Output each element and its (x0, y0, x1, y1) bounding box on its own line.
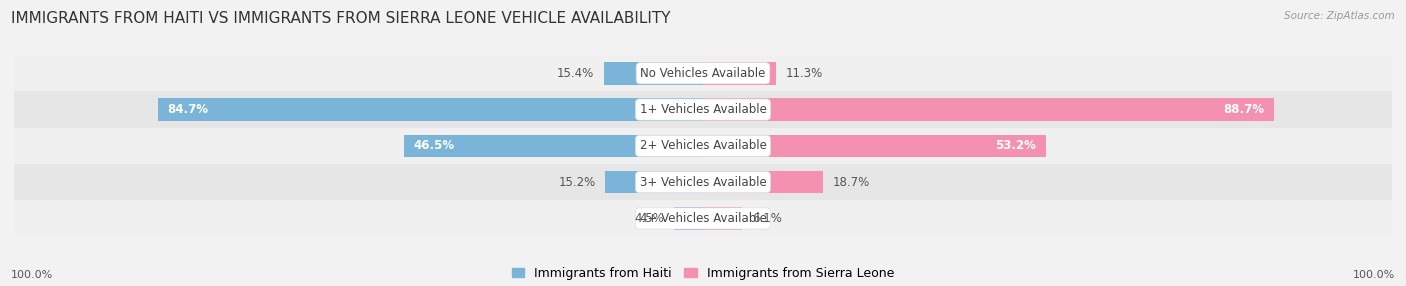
Bar (703, 207, 742, 230)
Bar (605, 171, 703, 193)
Bar (14, 164, 1392, 200)
Text: 88.7%: 88.7% (1223, 103, 1264, 116)
Bar (703, 62, 776, 85)
Text: IMMIGRANTS FROM HAITI VS IMMIGRANTS FROM SIERRA LEONE VEHICLE AVAILABILITY: IMMIGRANTS FROM HAITI VS IMMIGRANTS FROM… (11, 11, 671, 26)
Bar (157, 98, 703, 121)
Bar (14, 128, 1392, 164)
Text: 1+ Vehicles Available: 1+ Vehicles Available (640, 103, 766, 116)
Bar (14, 55, 1392, 92)
Text: 15.2%: 15.2% (558, 176, 596, 189)
Text: Source: ZipAtlas.com: Source: ZipAtlas.com (1284, 11, 1395, 21)
Text: 3+ Vehicles Available: 3+ Vehicles Available (640, 176, 766, 189)
Text: 11.3%: 11.3% (786, 67, 823, 80)
Bar (703, 171, 824, 193)
Text: 4+ Vehicles Available: 4+ Vehicles Available (640, 212, 766, 225)
Text: 84.7%: 84.7% (167, 103, 208, 116)
Bar (404, 135, 703, 157)
Text: 15.4%: 15.4% (557, 67, 595, 80)
Text: 100.0%: 100.0% (11, 270, 53, 280)
Text: No Vehicles Available: No Vehicles Available (640, 67, 766, 80)
Text: 18.7%: 18.7% (834, 176, 870, 189)
Bar (603, 62, 703, 85)
Bar (14, 92, 1392, 128)
Text: 53.2%: 53.2% (995, 139, 1036, 152)
Text: 2+ Vehicles Available: 2+ Vehicles Available (640, 139, 766, 152)
Text: 6.1%: 6.1% (752, 212, 782, 225)
Bar (703, 98, 1274, 121)
Text: 46.5%: 46.5% (413, 139, 454, 152)
Text: 4.5%: 4.5% (634, 212, 665, 225)
Bar (673, 207, 703, 230)
Bar (703, 135, 1046, 157)
Text: 100.0%: 100.0% (1353, 270, 1395, 280)
Bar (14, 200, 1392, 237)
Legend: Immigrants from Haiti, Immigrants from Sierra Leone: Immigrants from Haiti, Immigrants from S… (512, 267, 894, 280)
